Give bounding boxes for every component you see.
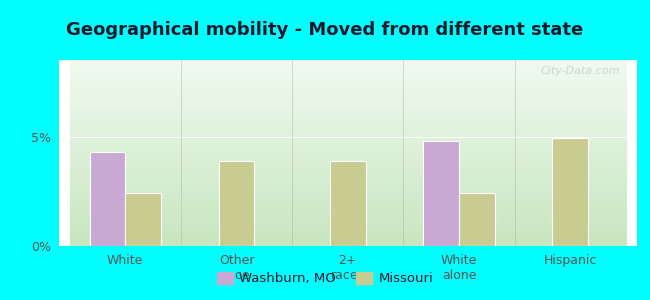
Bar <box>330 161 365 246</box>
Bar <box>552 138 588 246</box>
Bar <box>459 194 495 246</box>
Bar <box>90 152 125 246</box>
Bar <box>125 194 161 246</box>
Text: City-Data.com: City-Data.com <box>540 66 619 76</box>
Bar <box>218 161 254 246</box>
Bar <box>423 141 459 246</box>
Text: Geographical mobility - Moved from different state: Geographical mobility - Moved from diffe… <box>66 21 584 39</box>
Legend: Washburn, MO, Missouri: Washburn, MO, Missouri <box>212 266 438 290</box>
